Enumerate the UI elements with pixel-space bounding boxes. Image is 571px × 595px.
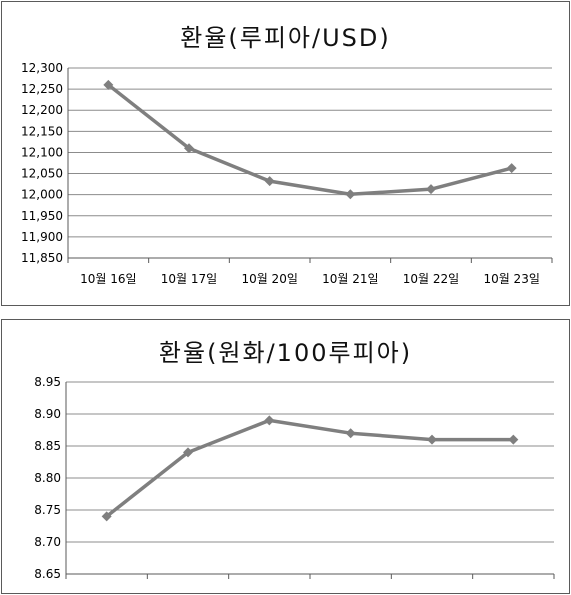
data-point [345,428,356,439]
y-tick-label: 11,850 [21,251,63,265]
data-point [183,447,193,458]
y-tick-label: 12,100 [21,145,63,159]
data-point [506,163,517,174]
y-tick-label: 8.70 [34,535,61,549]
chart-title: 환율(원화/100루피아) [158,339,413,367]
y-tick-label: 8.65 [34,567,61,581]
data-point [264,415,275,426]
y-tick-label: 8.90 [34,407,61,421]
krw-rate-chart-panel: 환율(원화/100루피아) 8.95 8.90 8.85 8.80 8.75 8.70 8.… [1,319,570,594]
series-line [107,83,513,196]
data-point [264,176,275,187]
krw-rate-line-chart: 8.95 8.90 8.85 8.80 8.75 8.70 8.65 [34,375,555,581]
y-tick-label: 12,000 [21,188,63,202]
y-tick-label: 8.80 [34,471,61,485]
y-tick-label: 12,300 [21,61,63,75]
x-tick-label: 10월 22일 [403,272,459,286]
y-tick-label: 11,900 [21,230,63,244]
data-point [426,184,436,195]
x-tick-label: 10월 20일 [241,272,297,286]
y-tick-label: 11,950 [21,209,63,223]
data-point [427,434,437,445]
usd-rate-chart-panel: 환율(루피아/USD) 12,300 12,250 12,200 12,150 12,1… [1,1,570,306]
data-point [345,189,356,200]
y-tick-label: 12,200 [21,103,63,117]
x-tick-label: 10월 23일 [483,272,539,286]
data-point [103,79,114,90]
x-tick-label: 10월 17일 [161,272,217,286]
y-tick-label: 8.75 [34,503,61,517]
y-tick-label: 8.95 [34,375,61,389]
usd-rate-line-chart: 12,300 12,250 12,200 12,150 12,100 12,050 12,0… [21,61,553,286]
chart-title: 환율(루피아/USD) [180,24,391,52]
data-point [184,143,194,154]
data-point [508,434,519,445]
series-line [105,418,514,518]
y-tick-label: 12,250 [21,82,63,96]
y-tick-label: 12,150 [21,124,63,138]
x-tick-label: 10월 21일 [322,272,378,286]
y-tick-label: 12,050 [21,167,63,181]
data-point [101,511,112,522]
y-tick-label: 8.85 [34,439,61,453]
x-tick-label: 10월 16일 [80,272,136,286]
